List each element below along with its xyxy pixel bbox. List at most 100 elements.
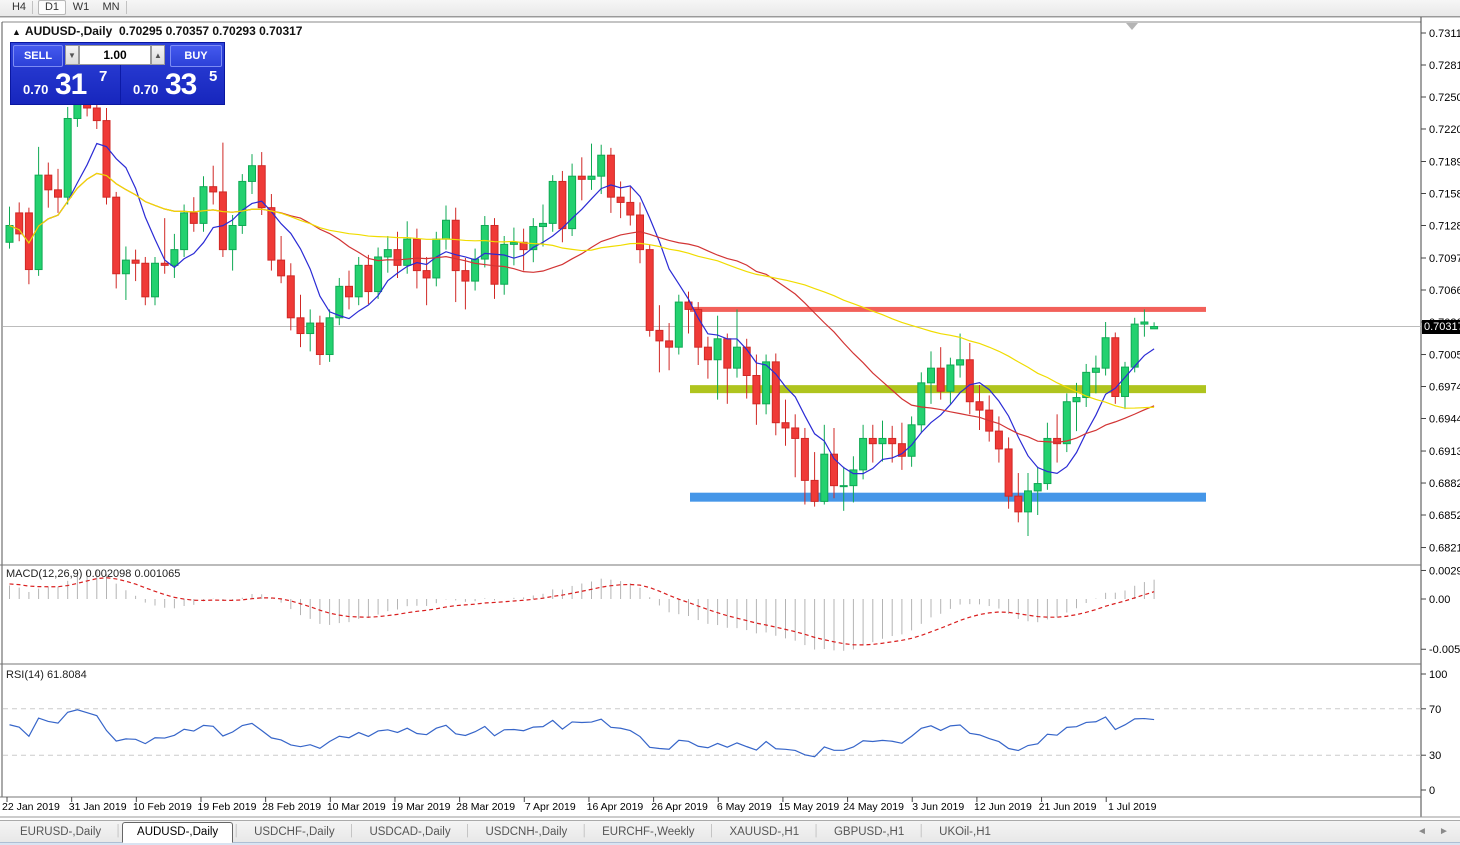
candle <box>800 437 809 481</box>
candle <box>335 285 344 319</box>
candle <box>616 196 625 203</box>
price-axis-tick: 0.70665 <box>1429 285 1460 297</box>
candle <box>1121 366 1129 397</box>
price-axis-tick: 0.72505 <box>1429 92 1460 104</box>
timeframe-toolbar: H4 D1 W1 MN <box>0 0 1460 17</box>
tab-scroll-left-icon[interactable]: ◄ <box>1417 826 1427 837</box>
candle <box>907 424 916 457</box>
candle <box>558 180 567 230</box>
date-axis-label: 19 Feb 2019 <box>197 801 256 813</box>
tab-usdchf-daily[interactable]: USDCHF-,Daily <box>254 826 335 838</box>
tab-scroll-right-icon[interactable]: ► <box>1439 826 1449 837</box>
candle <box>306 322 315 335</box>
tab-ukoil-h1[interactable]: UKOil-,H1 <box>939 826 991 838</box>
sell-price-display[interactable]: 0.70 31 7 <box>11 65 117 104</box>
date-axis-label: 16 Apr 2019 <box>587 801 644 813</box>
candle <box>965 359 974 403</box>
rsi-curve <box>9 709 1155 758</box>
candle <box>354 264 363 298</box>
date-axis-label: 26 Apr 2019 <box>651 801 708 813</box>
candle <box>112 196 121 275</box>
chart-shift-marker-icon[interactable] <box>1126 23 1138 30</box>
rsi-axis-tick: 70 <box>1429 704 1441 716</box>
candle <box>141 262 150 298</box>
volume-increase-button[interactable]: ▲ <box>151 45 165 65</box>
macd-value-main: 0.002098 <box>85 568 132 580</box>
tab-gbpusd-h1[interactable]: GBPUSD-,H1 <box>833 826 905 838</box>
candle <box>345 285 353 298</box>
date-axis-label: 24 May 2019 <box>843 801 904 813</box>
candle <box>1130 323 1139 368</box>
candle <box>403 238 412 266</box>
candle <box>364 264 373 293</box>
candle <box>325 317 334 356</box>
candle <box>820 453 829 502</box>
sell-button[interactable]: SELL <box>13 45 63 67</box>
tab-separator: │ <box>813 825 820 837</box>
macd-signal-line <box>9 577 1155 646</box>
tab-audusd-daily[interactable]: AUDUSD-,Daily <box>122 822 234 843</box>
candle <box>189 212 198 224</box>
timeframe-button-h4[interactable]: H4 <box>11 1 27 13</box>
candle <box>742 346 751 376</box>
candle <box>810 479 819 502</box>
timeframe-button-w1[interactable]: W1 <box>72 1 90 13</box>
candle <box>267 207 276 261</box>
sell-price-pip: 7 <box>99 68 108 85</box>
price-axis-tick: 0.73115 <box>1429 28 1460 40</box>
macd-label: MACD(12,26,9) 0.002098 0.001065 <box>6 568 181 580</box>
candle <box>723 338 732 369</box>
candle <box>218 191 227 251</box>
one-click-trade-panel: SELL ▼ 1.00 ▲ BUY 0.70 31 7 0.70 33 5 <box>10 42 225 105</box>
candle <box>315 322 324 356</box>
candle <box>209 186 218 193</box>
tab-eurchf-weekly[interactable]: EURCHF-,Weekly <box>602 826 695 838</box>
candle <box>956 359 965 366</box>
candle <box>257 165 266 209</box>
price-axis-tick: 0.71585 <box>1429 188 1460 200</box>
candle <box>44 174 53 191</box>
candle <box>529 226 538 251</box>
tab-eurusd-daily[interactable]: EURUSD-,Daily <box>20 826 102 838</box>
level-resistance <box>690 306 1206 312</box>
date-axis-label: 3 Jun 2019 <box>912 801 964 813</box>
candle <box>1140 321 1149 325</box>
candle <box>160 262 169 266</box>
candle <box>703 346 712 361</box>
price-pane <box>3 50 1421 536</box>
price-axis-tick: 0.69745 <box>1429 382 1460 394</box>
tab-usdcad-daily[interactable]: USDCAD-,Daily <box>369 826 451 838</box>
buy-price-display[interactable]: 0.70 33 5 <box>120 65 227 104</box>
candle <box>451 219 460 272</box>
volume-decrease-button[interactable]: ▼ <box>65 45 79 65</box>
timeframe-button-mn[interactable]: MN <box>102 1 120 13</box>
candle <box>733 346 741 369</box>
candle <box>509 241 518 245</box>
candle <box>393 249 402 266</box>
candle <box>1062 401 1071 445</box>
rsi-label: RSI(14) 61.8084 <box>6 669 87 681</box>
rsi-value: 61.8084 <box>46 669 87 681</box>
tab-xauusd-h1[interactable]: XAUUSD-,H1 <box>729 826 800 838</box>
candle <box>868 437 877 445</box>
candle <box>170 249 179 266</box>
candle <box>762 361 771 405</box>
sell-price-main: 31 <box>55 68 87 101</box>
status-strip <box>0 842 1460 845</box>
candle <box>480 224 489 260</box>
timeframe-button-d1[interactable]: D1 <box>38 0 66 15</box>
date-axis-label: 15 May 2019 <box>779 801 840 813</box>
candle <box>771 361 780 424</box>
collapse-triangle-icon[interactable]: ▲ <box>12 27 21 37</box>
volume-input[interactable]: 1.00 <box>79 45 151 65</box>
candle <box>422 270 431 279</box>
tab-usdcnh-daily[interactable]: USDCNH-,Daily <box>485 826 568 838</box>
buy-button[interactable]: BUY <box>170 45 222 67</box>
candle <box>655 329 664 342</box>
candle <box>645 249 654 331</box>
buy-price-prefix: 0.70 <box>133 82 159 97</box>
